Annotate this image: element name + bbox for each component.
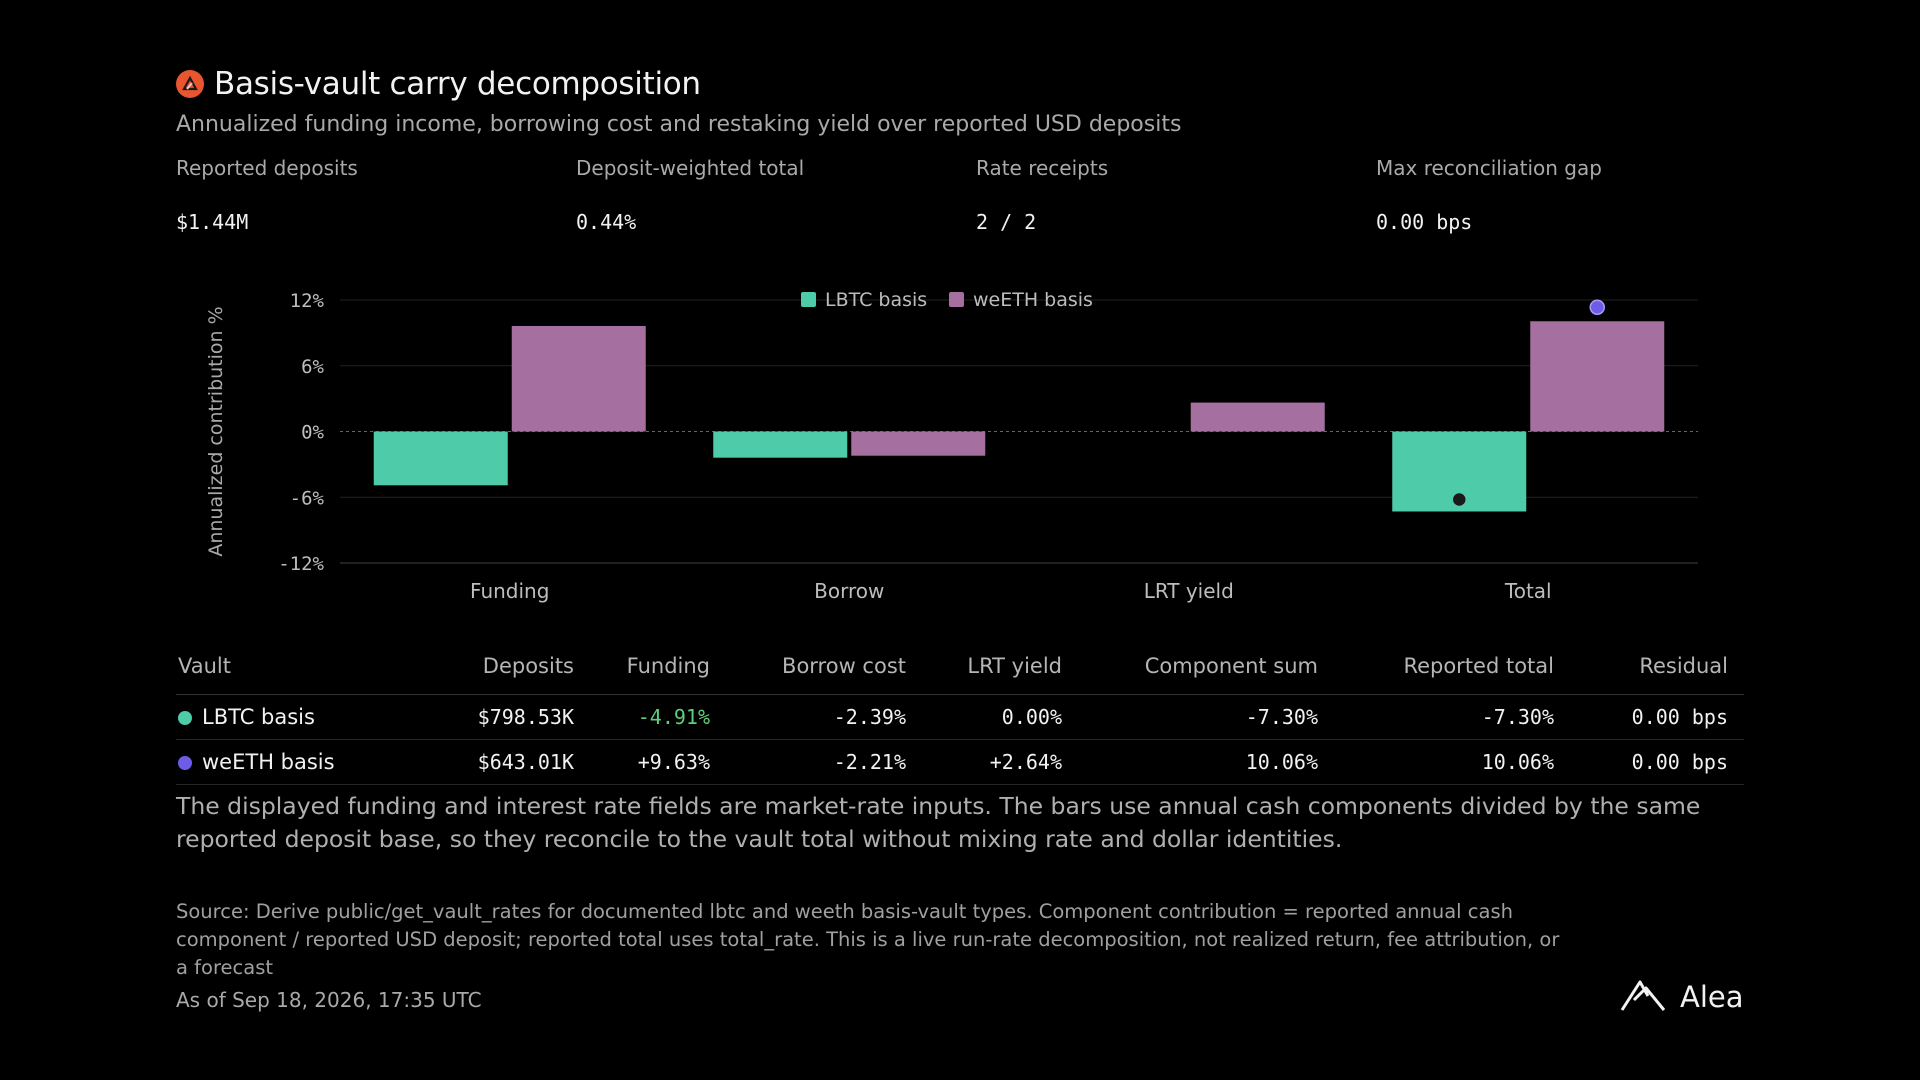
y-tick-label: 12% bbox=[290, 290, 325, 312]
kpi-max-gap: Max reconciliation gap 0.00 bps bbox=[1376, 156, 1602, 234]
bar-weeth-basis bbox=[851, 431, 986, 456]
page-title: Basis-vault carry decomposition bbox=[214, 66, 701, 102]
legend-swatch bbox=[949, 292, 964, 307]
x-tick-label: Total bbox=[1504, 579, 1552, 603]
methodology-note: The displayed funding and interest rate … bbox=[176, 792, 1701, 853]
col-deposits: Deposits bbox=[394, 648, 590, 695]
total-cell: -7.30% bbox=[1334, 694, 1570, 740]
y-tick-label: -6% bbox=[290, 487, 325, 509]
as-of-timestamp: As of Sep 18, 2026, 17:35 UTC bbox=[176, 988, 482, 1012]
col-vault: Vault bbox=[176, 648, 394, 695]
lrt-cell: +2.64% bbox=[922, 739, 1078, 785]
kpi-label: Rate receipts bbox=[976, 156, 1109, 180]
residual-cell: 0.00 bps bbox=[1570, 739, 1744, 785]
col-borrow: Borrow cost bbox=[726, 648, 922, 695]
sum-cell: 10.06% bbox=[1078, 739, 1334, 785]
bar-lbtc-basis bbox=[713, 431, 848, 458]
legend-label: weETH basis bbox=[973, 289, 1093, 311]
kpi-label: Max reconciliation gap bbox=[1376, 156, 1602, 180]
kpi-value: 0.00 bps bbox=[1376, 210, 1473, 234]
weeth-icon bbox=[178, 756, 192, 770]
kpi-label: Reported deposits bbox=[176, 156, 358, 180]
deposits-cell: $643.01K bbox=[394, 739, 590, 785]
legend-swatch bbox=[801, 292, 816, 307]
fire-logo-icon bbox=[176, 70, 204, 98]
col-total: Reported total bbox=[1334, 648, 1570, 695]
residual-cell: 0.00 bps bbox=[1570, 694, 1744, 740]
col-residual: Residual bbox=[1570, 648, 1744, 695]
y-tick-label: -12% bbox=[278, 553, 324, 575]
x-tick-label: Borrow bbox=[814, 579, 884, 603]
borrow-cell: -2.39% bbox=[726, 694, 922, 740]
vault-name: weETH basis bbox=[202, 750, 335, 774]
bar-weeth-basis bbox=[511, 325, 646, 432]
sum-cell: -7.30% bbox=[1078, 694, 1334, 740]
funding-cell: -4.91% bbox=[590, 694, 726, 740]
table-row: weETH basis $643.01K +9.63% -2.21% +2.64… bbox=[176, 739, 1744, 785]
col-funding: Funding bbox=[590, 648, 726, 695]
vault-name: LBTC basis bbox=[202, 705, 315, 729]
x-tick-label: Funding bbox=[470, 579, 549, 603]
col-sum: Component sum bbox=[1078, 648, 1334, 695]
kpi-value: 0.44% bbox=[576, 210, 637, 234]
brand: Alea bbox=[1620, 978, 1744, 1016]
legend-label: LBTC basis bbox=[825, 289, 927, 311]
vault-name-cell: weETH basis bbox=[176, 739, 394, 785]
brand-name: Alea bbox=[1680, 980, 1744, 1014]
kpi-value: $1.44M bbox=[176, 210, 249, 234]
borrow-cell: -2.21% bbox=[726, 739, 922, 785]
kpi-row: Reported deposits $1.44M Deposit-weighte… bbox=[176, 156, 1744, 236]
table-row: LBTC basis $798.53K -4.91% -2.39% 0.00% … bbox=[176, 694, 1744, 740]
kpi-weighted-total: Deposit-weighted total 0.44% bbox=[576, 156, 805, 234]
kpi-value: 2 / 2 bbox=[976, 210, 1037, 234]
vault-name-cell: LBTC basis bbox=[176, 694, 394, 740]
lbtc-marker-icon bbox=[1451, 491, 1467, 508]
y-tick-label: 0% bbox=[301, 422, 324, 444]
lrt-cell: 0.00% bbox=[922, 694, 1078, 740]
col-lrt: LRT yield bbox=[922, 648, 1078, 695]
kpi-label: Deposit-weighted total bbox=[576, 156, 805, 180]
carry-bar-chart: 12% 6% 0% -6% -12% Annualized contribution % F… bbox=[205, 289, 1698, 603]
deposits-cell: $798.53K bbox=[394, 694, 590, 740]
y-axis-label: Annualized contribution % bbox=[205, 306, 227, 556]
title-row: Basis-vault carry decomposition bbox=[176, 66, 701, 102]
bar-weeth-basis bbox=[1530, 321, 1665, 432]
total-cell: 10.06% bbox=[1334, 739, 1570, 785]
funding-cell: +9.63% bbox=[590, 739, 726, 785]
x-tick-label: LRT yield bbox=[1144, 579, 1234, 603]
kpi-rate-receipts: Rate receipts 2 / 2 bbox=[976, 156, 1109, 234]
page-subtitle: Annualized funding income, borrowing cos… bbox=[176, 112, 1182, 137]
y-tick-label: 6% bbox=[301, 356, 324, 378]
bar-weeth-basis bbox=[1190, 402, 1325, 432]
alea-logo-icon bbox=[1620, 978, 1668, 1016]
kpi-reported-deposits: Reported deposits $1.44M bbox=[176, 156, 358, 234]
bar-lbtc-basis bbox=[373, 431, 508, 486]
source-note: Source: Derive public/get_vault_rates fo… bbox=[176, 900, 1560, 979]
weeth-marker-icon bbox=[1589, 299, 1605, 316]
lbtc-icon bbox=[178, 711, 192, 725]
table-header-row: Vault Deposits Funding Borrow cost LRT y… bbox=[176, 648, 1744, 695]
vault-table: Vault Deposits Funding Borrow cost LRT y… bbox=[176, 648, 1744, 785]
